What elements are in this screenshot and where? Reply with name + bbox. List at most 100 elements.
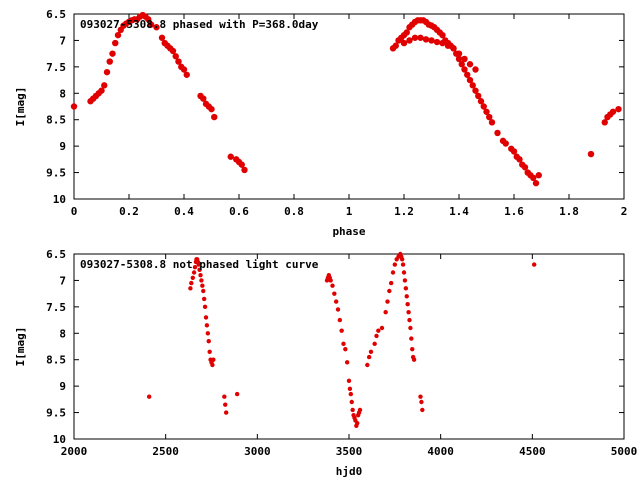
data-point — [464, 71, 471, 78]
data-point — [444, 42, 452, 49]
data-point — [407, 317, 412, 323]
data-point — [461, 66, 468, 73]
data-point — [417, 34, 424, 41]
plot-panel-2: 2000 2500 3000 3500 4000 4500 5000 6.5 7 7.5 8 8.5 9… — [14, 248, 637, 478]
data-point — [223, 410, 229, 415]
data-point — [450, 45, 457, 52]
data-point — [372, 341, 377, 347]
data-point — [461, 55, 468, 63]
y-tick-label: 8.5 — [46, 114, 66, 127]
x-tick-label: 1.6 — [504, 205, 524, 218]
data-point — [455, 50, 463, 57]
data-point — [502, 140, 509, 147]
data-point — [390, 270, 396, 275]
y-axis-label: I[mag] — [14, 327, 27, 367]
data-point — [207, 349, 212, 354]
y-axis-label: I[mag] — [14, 87, 27, 127]
data-point — [146, 394, 152, 399]
data-point — [234, 391, 240, 397]
data-point — [339, 328, 344, 333]
x-tick-label: 4000 — [427, 445, 454, 458]
data-point — [365, 362, 370, 368]
data-point — [208, 105, 215, 113]
data-point — [405, 302, 410, 307]
data-point — [180, 66, 188, 73]
x-tick-label: 1.2 — [394, 205, 414, 218]
data-point — [376, 328, 381, 333]
data-point — [201, 296, 207, 302]
data-point — [609, 108, 617, 115]
data-point — [172, 53, 179, 60]
data-point — [472, 66, 479, 73]
x-tick-label: 5000 — [611, 445, 638, 458]
data-point — [601, 119, 608, 126]
data-point — [458, 61, 465, 68]
data-point — [198, 272, 203, 278]
y-tick-label: 9 — [59, 140, 66, 153]
data-point — [328, 278, 333, 283]
data-point — [330, 283, 335, 288]
data-point — [420, 407, 425, 413]
y-tick-label: 7 — [59, 34, 66, 47]
plot-title: 093027-5308.8 phased with P=368.0day — [80, 18, 319, 31]
data-point — [475, 92, 482, 100]
data-point — [406, 309, 411, 315]
data-point — [411, 357, 417, 362]
y-tick-label: 7.5 — [46, 301, 66, 314]
data-point — [211, 113, 218, 121]
data-point — [486, 113, 493, 121]
x-tick-label: 0 — [71, 205, 78, 218]
x-tick-label: 3500 — [336, 445, 363, 458]
data-point — [188, 286, 193, 291]
data-point — [400, 39, 408, 47]
data-point — [202, 304, 208, 310]
data-point — [488, 119, 496, 126]
data-point — [410, 346, 415, 352]
data-point — [200, 95, 207, 102]
data-point — [205, 331, 211, 336]
data-point — [192, 265, 198, 270]
data-point — [197, 267, 202, 273]
data-point — [227, 153, 234, 160]
plot-frame — [73, 253, 625, 440]
data-point — [206, 339, 211, 344]
data-point — [400, 262, 406, 267]
data-point — [145, 16, 152, 23]
data-point — [402, 278, 408, 283]
x-tick-label: 2 — [621, 205, 628, 218]
y-tick-label: 7.5 — [46, 61, 66, 74]
y-tick-label: 9.5 — [46, 407, 66, 420]
data-point — [387, 288, 392, 294]
data-point — [357, 407, 363, 413]
data-point — [344, 360, 350, 365]
data-point — [335, 307, 341, 312]
data-point — [439, 31, 446, 39]
plot-frame — [73, 13, 625, 200]
x-tick-label: 0.8 — [284, 205, 304, 218]
data-point — [516, 156, 523, 163]
data-point — [510, 148, 518, 155]
data-point — [191, 270, 197, 275]
data-point — [466, 61, 474, 68]
data-point — [190, 275, 195, 280]
data-point — [114, 31, 122, 39]
x-tick-label: 2500 — [152, 445, 179, 458]
data-point — [196, 262, 201, 267]
x-axis-label: hjd0 — [336, 465, 363, 478]
data-point — [223, 402, 228, 407]
data-point — [189, 280, 194, 286]
data-point — [175, 58, 182, 65]
data-point — [98, 87, 105, 94]
data-point — [419, 399, 424, 405]
data-point — [153, 24, 160, 31]
data-point — [433, 38, 441, 46]
x-tick-label: 0.4 — [174, 205, 194, 218]
data-point — [183, 71, 190, 78]
data-point — [472, 87, 479, 94]
x-tick-label: 0.6 — [229, 205, 249, 218]
data-point — [532, 179, 540, 187]
data-point — [392, 262, 398, 267]
data-point — [374, 333, 379, 339]
x-tick-label: 2000 — [61, 445, 88, 458]
